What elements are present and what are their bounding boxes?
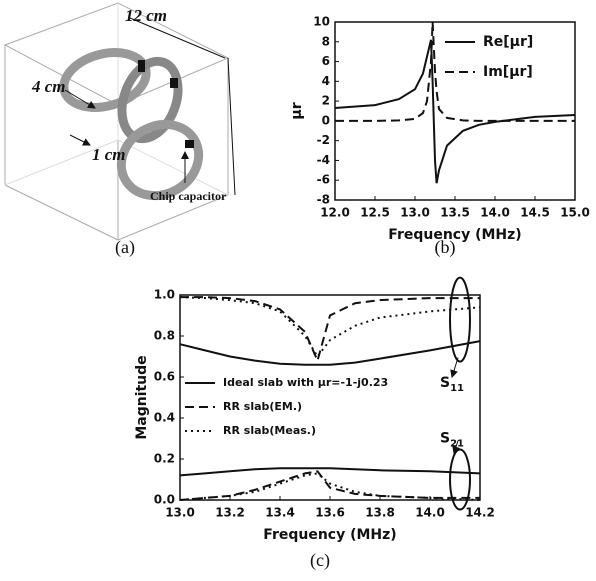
y-axis-label: Magnitude <box>134 355 150 439</box>
y-tick-label: -4 <box>317 153 330 167</box>
series-line <box>180 471 480 500</box>
annotation-sub: 11 <box>450 383 464 394</box>
annotation-arrow <box>452 358 458 378</box>
panel-a: 12 cm 4 cm 1 cm Chip capacitor (a) <box>5 3 235 258</box>
rings <box>58 44 212 209</box>
y-tick-label: 6 <box>322 54 330 68</box>
y-tick-label: -2 <box>317 133 330 147</box>
series-line <box>180 341 480 365</box>
arrow <box>70 135 90 145</box>
x-tick-label: 12.0 <box>320 206 350 220</box>
cube <box>5 3 228 240</box>
y-tick-label: 0.0 <box>154 493 175 507</box>
caption: (a) <box>115 237 135 258</box>
legend-label: Re[μr] <box>483 34 533 50</box>
x-tick-label: 12.5 <box>360 206 390 220</box>
x-tick-label: 13.0 <box>400 206 430 220</box>
x-tick-label: 13.2 <box>215 506 245 520</box>
y-tick-label: -8 <box>317 193 330 207</box>
annotation: S21 <box>440 431 464 450</box>
dim-label: 12 cm <box>125 6 167 25</box>
annotation-ellipse <box>450 278 470 362</box>
legend-label: RR slab(Meas.) <box>223 424 316 437</box>
dim-label: 4 cm <box>31 77 66 96</box>
annotation-main: S <box>440 375 450 391</box>
plot-frame <box>180 295 480 500</box>
annotation-main: S <box>440 431 450 447</box>
annotation: S11 <box>440 375 464 394</box>
caption: (b) <box>435 237 456 258</box>
x-tick-label: 13.4 <box>265 506 295 520</box>
plot-frame <box>335 22 575 200</box>
y-tick-label: 4 <box>322 74 330 88</box>
x-tick-label: 13.8 <box>365 506 395 520</box>
y-tick-label: 0.4 <box>154 411 175 425</box>
series-line <box>180 468 480 475</box>
x-tick-label: 15.0 <box>560 206 590 220</box>
annotation-sub: 21 <box>450 439 464 450</box>
y-tick-label: 0.8 <box>154 329 175 343</box>
y-tick-label: 8 <box>322 34 330 48</box>
x-axis-label: Frequency (MHz) <box>263 527 396 543</box>
series-line <box>335 40 575 183</box>
dim-line <box>228 58 235 195</box>
y-tick-label: 2 <box>322 94 330 108</box>
dim-label: 1 cm <box>92 145 126 164</box>
x-tick-label: 14.0 <box>480 206 510 220</box>
capacitor-label: Chip capacitor <box>150 189 227 203</box>
x-tick-label: 14.2 <box>465 506 495 520</box>
series-line <box>180 297 480 356</box>
caption: (c) <box>310 550 330 571</box>
y-tick-label: 0.2 <box>154 452 175 466</box>
legend-label: Im[μr] <box>483 64 533 80</box>
y-tick-label: 0 <box>322 113 330 127</box>
series-line <box>180 297 480 361</box>
figure: 12 cm 4 cm 1 cm Chip capacitor (a) 12.0 1… <box>0 0 596 581</box>
x-tick-label: 13.5 <box>440 206 470 220</box>
x-tick-label: 14.0 <box>415 506 445 520</box>
y-tick-label: -6 <box>317 173 330 187</box>
y-axis-label: μr <box>289 102 305 119</box>
y-tick-label: 1.0 <box>154 288 175 302</box>
y-tick-label: 0.6 <box>154 370 175 384</box>
legend-label: RR slab(EM.) <box>223 400 302 413</box>
x-tick-label: 13.6 <box>315 506 345 520</box>
legend-label: Ideal slab with μr=-1-j0.23 <box>223 376 388 389</box>
x-tick-label: 13.0 <box>165 506 195 520</box>
y-tick-label: 10 <box>313 15 330 29</box>
x-tick-label: 14.5 <box>520 206 550 220</box>
